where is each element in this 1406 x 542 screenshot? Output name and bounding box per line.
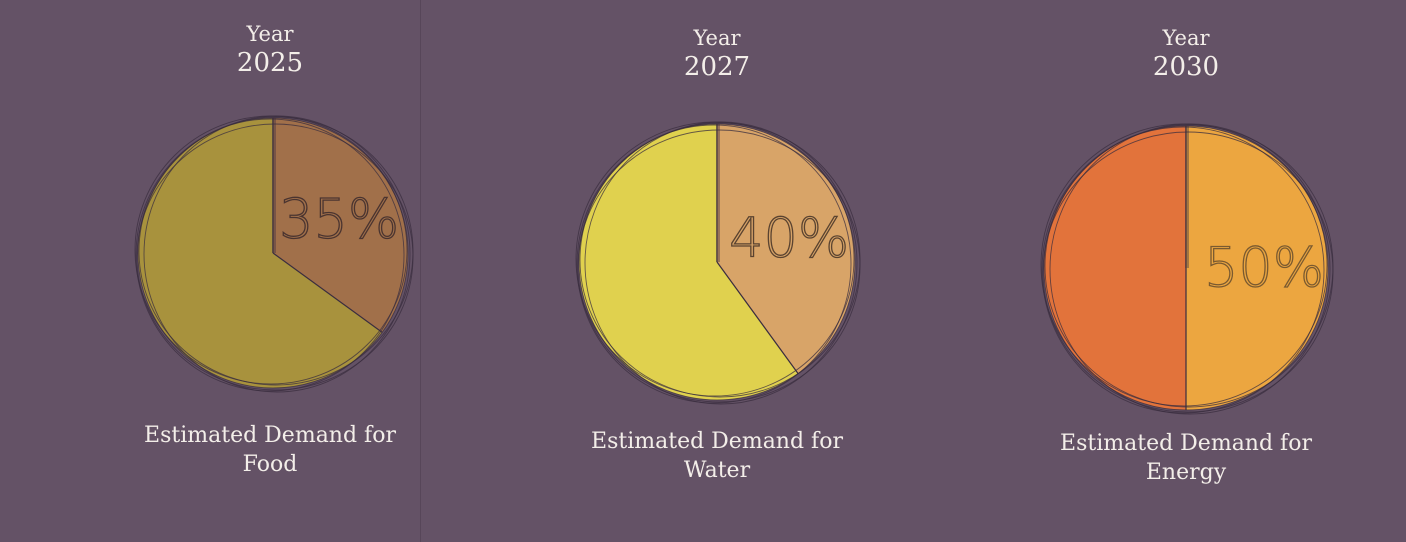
pie-sketch-outline xyxy=(584,121,858,405)
panel-divider xyxy=(420,0,421,542)
pie-slice-rest-food xyxy=(137,118,383,388)
pie-value-label: 50% xyxy=(1204,236,1324,299)
pie-chart-water: 40% xyxy=(575,121,861,405)
pie-slice-highlight-water xyxy=(717,124,855,374)
year-value: 2030 xyxy=(1152,52,1220,82)
year-value: 2027 xyxy=(683,52,751,82)
pie-sketch-outline xyxy=(135,118,405,392)
year-value: 2025 xyxy=(236,48,304,78)
pie-chart-food: 35% xyxy=(134,115,414,393)
pie-panel-food: Year 2025 35% Estimated Demand for Food xyxy=(90,0,450,542)
caption-line1: Estimated Demand for xyxy=(591,429,843,454)
pie-chart-energy: 50% xyxy=(1040,123,1334,415)
year-label: Year xyxy=(1162,26,1210,50)
pie-panel-energy: Year 2030 50% Estimated Demand for Energ… xyxy=(1006,0,1366,542)
pie-sketch-outline xyxy=(576,124,852,404)
pie-slice-highlight-energy xyxy=(1186,126,1328,410)
pie-divider-line xyxy=(272,252,383,333)
caption-line1: Estimated Demand for xyxy=(1060,431,1312,456)
year-label: Year xyxy=(693,26,741,50)
caption-line1: Estimated Demand for xyxy=(144,423,396,448)
pie-sketch-outline xyxy=(1049,123,1331,415)
pie-slice-rest-water xyxy=(579,124,799,400)
caption-line2: Energy xyxy=(1145,460,1227,485)
pie-slice-highlight-food xyxy=(273,118,408,333)
pie-value-label: 35% xyxy=(279,187,399,250)
pie-panel-water: Year 2027 40% Estimated Demand for Water xyxy=(537,0,897,542)
caption-line2: Water xyxy=(683,458,751,483)
pie-slice-rest-energy xyxy=(1044,126,1186,410)
pie-value-label: 40% xyxy=(729,207,849,270)
pie-divider-line xyxy=(716,261,799,374)
year-label: Year xyxy=(246,22,294,46)
pie-sketch-outline xyxy=(1041,126,1325,414)
pie-sketch-outline xyxy=(143,115,411,393)
caption-line2: Food xyxy=(242,452,298,477)
